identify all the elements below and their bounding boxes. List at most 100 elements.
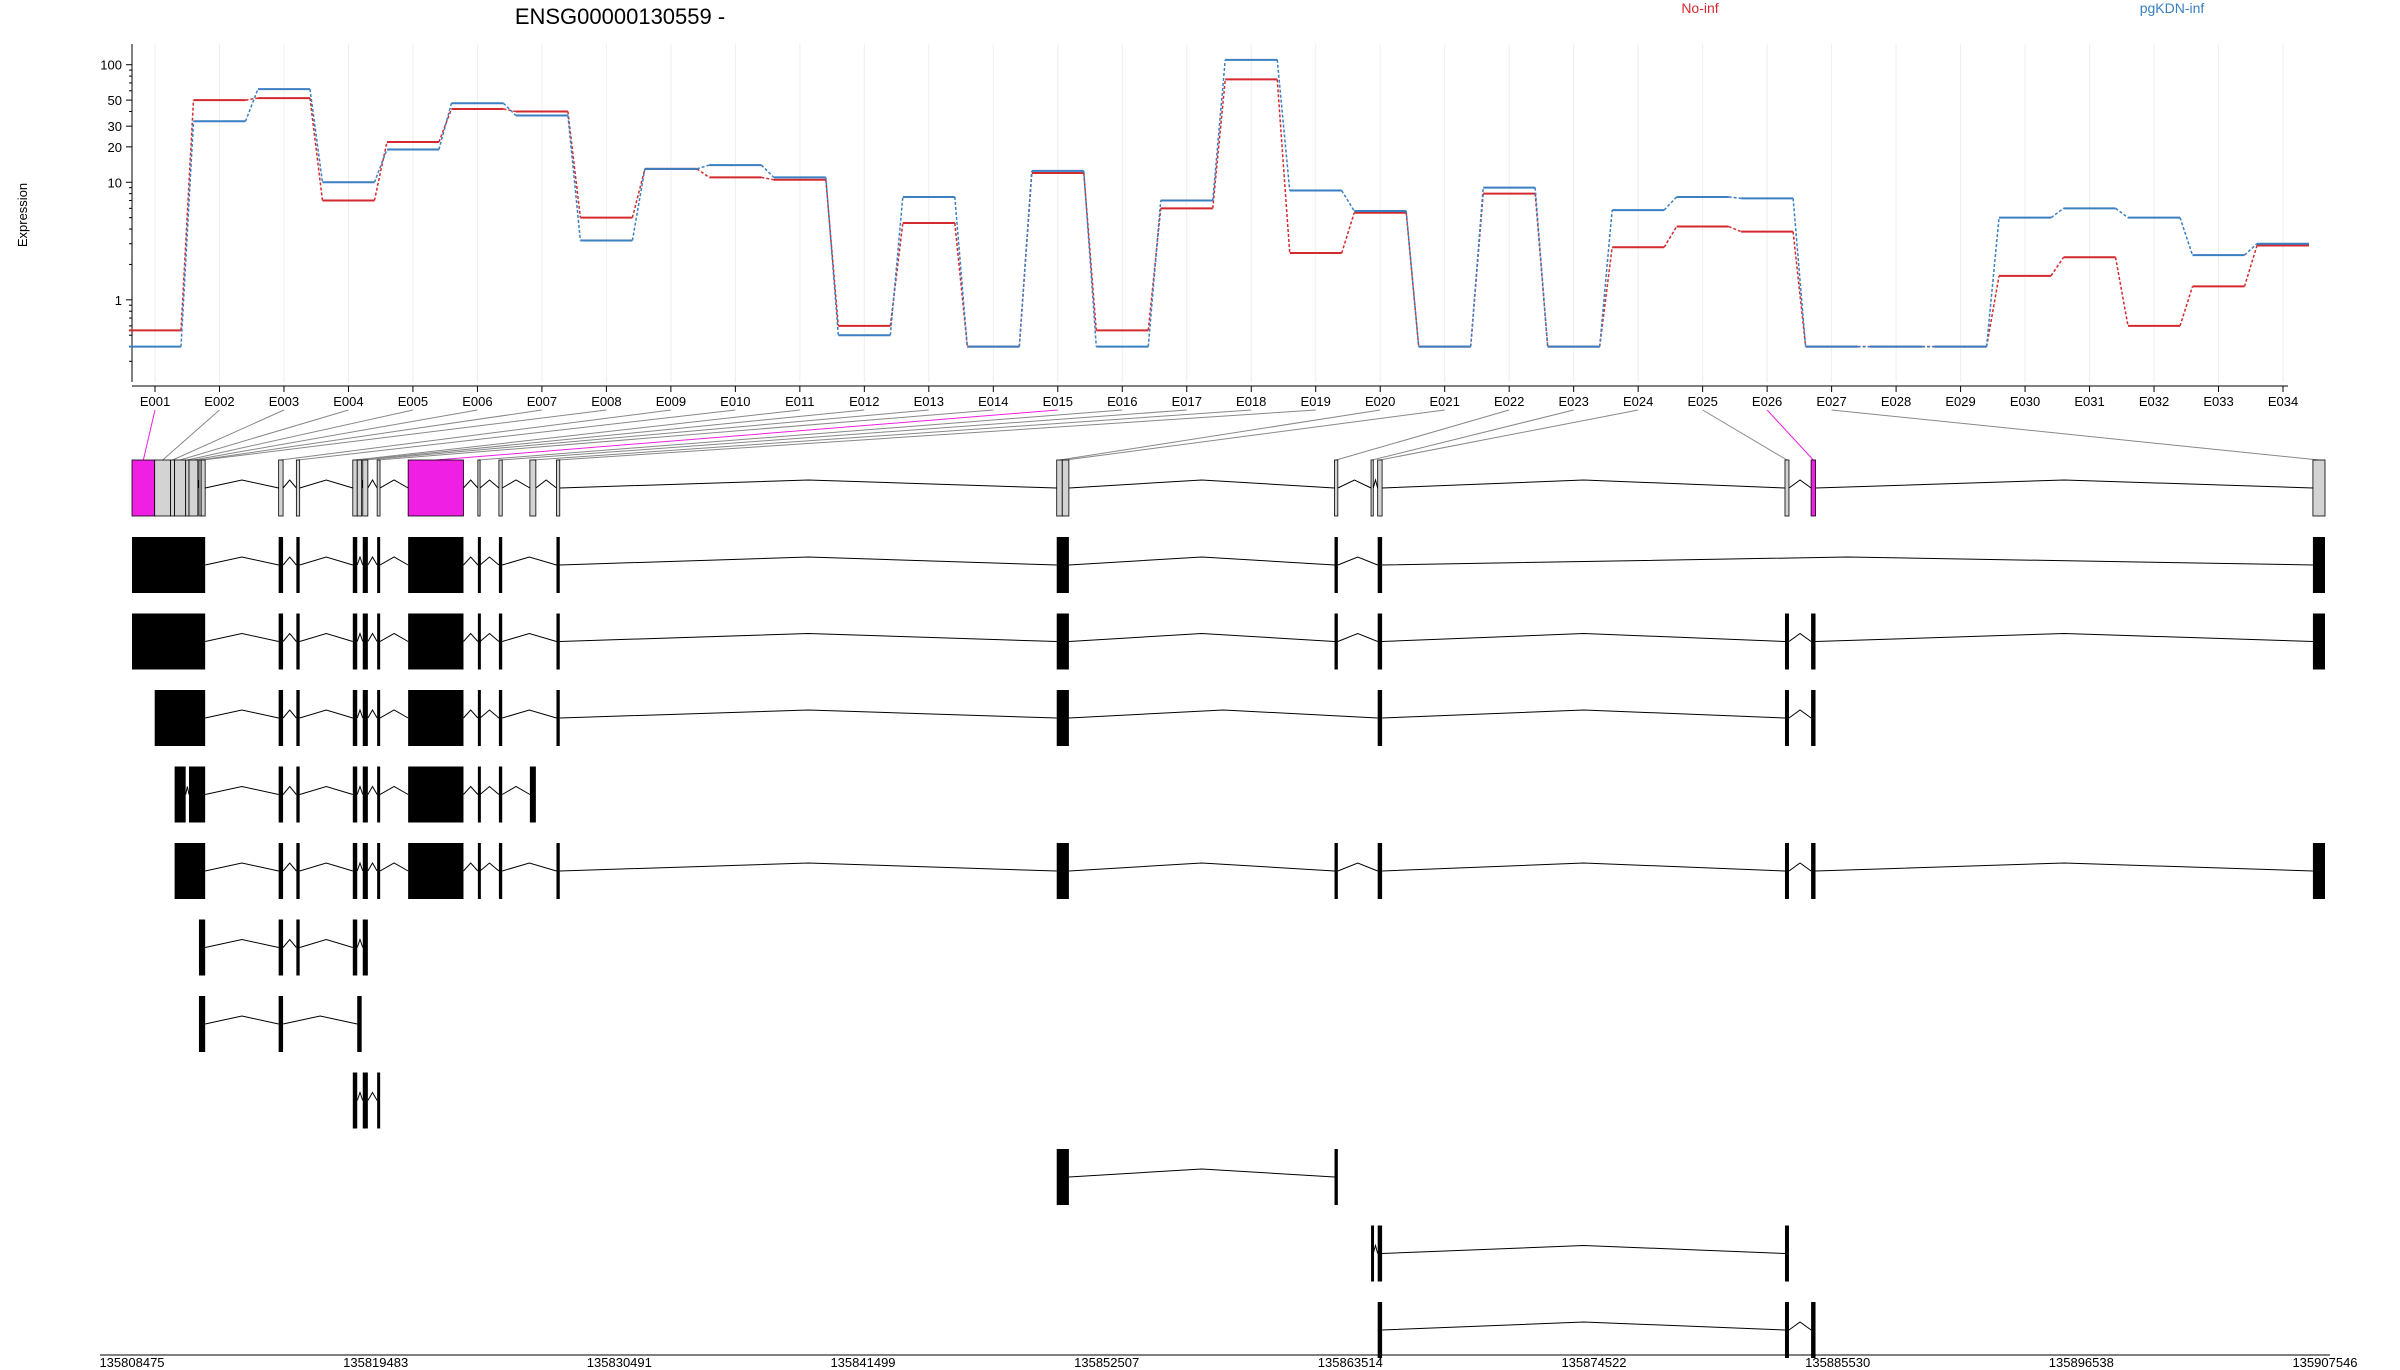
transcript-exon (352, 613, 358, 670)
series-connector (1083, 172, 1098, 331)
x-tick-label-E018: E018 (1236, 394, 1266, 409)
series-connector (1663, 196, 1678, 211)
series-connector (1147, 200, 1162, 347)
x-tick-label-E030: E030 (2010, 394, 2040, 409)
intron-line (367, 862, 378, 872)
transcript-exon (352, 537, 358, 593)
transcript-exon (477, 613, 481, 670)
transcript-exon (1377, 613, 1383, 670)
series-connector (180, 100, 195, 331)
transcript-exon (1784, 1225, 1789, 1282)
transcript-exon (278, 690, 284, 746)
series-connector (309, 89, 324, 183)
x-tick-label-E014: E014 (978, 394, 1008, 409)
transcript-exon (1811, 1302, 1816, 1358)
exon-connector-E011 (354, 409, 800, 461)
intron-line (1068, 556, 1335, 566)
genome-tick-label: 135841499 (830, 1355, 895, 1370)
series-connector (2114, 257, 2129, 327)
x-tick-label-E025: E025 (1687, 394, 1717, 409)
series-connector (1663, 226, 1678, 248)
intron-line (559, 862, 1057, 872)
intron-line (282, 556, 297, 566)
intron-line (559, 632, 1057, 642)
exon-connector-E019 (558, 409, 1316, 461)
transcript-exon (377, 613, 381, 670)
intron-line (379, 709, 409, 719)
intron-line (1382, 862, 1785, 872)
transcript-exon (1784, 613, 1789, 670)
intron-line (299, 632, 353, 642)
intron-line (1068, 479, 1335, 489)
series-connector (373, 141, 388, 201)
transcript-exon (1811, 613, 1816, 670)
exon-connector-E021 (1065, 409, 1445, 461)
exon-box-E019 (556, 459, 561, 517)
transcript-exon (352, 1072, 358, 1129)
transcript-exon (1377, 843, 1383, 899)
transcript-exon (1784, 843, 1789, 899)
intron-line (282, 479, 297, 489)
intron-line (1788, 1321, 1812, 1331)
series-connector (1212, 59, 1226, 201)
intron-line (1382, 709, 1785, 719)
exon-connector-E017 (500, 409, 1187, 461)
series-connector (1276, 59, 1291, 191)
genome-tick-label: 135885530 (1805, 1355, 1870, 1370)
intron-line (502, 632, 557, 642)
transcript-4 (174, 766, 536, 823)
legend-label-no-inf: No-inf (1681, 0, 1718, 16)
intron-line (379, 556, 409, 566)
intron-line (1815, 862, 2313, 872)
intron-line (356, 784, 364, 795)
intron-line (1815, 479, 2313, 489)
series-connector (2179, 217, 2194, 256)
series-connector (244, 88, 259, 122)
series-connector (696, 168, 710, 179)
series-connector (180, 121, 195, 347)
intron-line (463, 556, 479, 566)
exon-box-E018 (529, 459, 537, 517)
exon-connector-E014 (378, 409, 994, 461)
exon-connector-E015 (435, 409, 1058, 461)
transcript-exon (352, 690, 358, 746)
exon-box-E026 (1810, 459, 1816, 517)
exon-connector-E016 (478, 409, 1123, 461)
intron-line (1337, 632, 1378, 642)
transcript-exon (174, 766, 186, 823)
transcript-exon (362, 843, 368, 899)
exon-connector-E020 (1059, 409, 1381, 461)
exon-connector-E013 (365, 409, 929, 461)
transcript-exon (1056, 843, 1069, 899)
intron-line (379, 862, 409, 872)
exon-model (131, 459, 2326, 517)
series-connector (2050, 256, 2065, 277)
transcript-exon (477, 766, 481, 823)
exon-connector-E022 (1336, 409, 1510, 461)
series-connector (631, 168, 646, 218)
intron-line (367, 556, 378, 566)
y-tick-label: 10 (108, 175, 122, 190)
exon-box-E008 (200, 459, 206, 517)
series-connector (825, 179, 840, 326)
transcript-exon (1377, 1225, 1383, 1282)
intron-line (479, 479, 500, 489)
intron-line (205, 862, 279, 872)
series-connector (1341, 212, 1355, 254)
y-tick-label: 20 (108, 140, 122, 155)
transcript-exon (408, 843, 464, 899)
genome-tick-label: 135863514 (1318, 1355, 1383, 1370)
transcript-exon (2312, 537, 2325, 593)
transcript-11 (1377, 1302, 1816, 1358)
intron-line (559, 709, 1057, 719)
x-tick-label-E033: E033 (2203, 394, 2233, 409)
transcript-exon (1784, 690, 1789, 746)
x-tick-label-E023: E023 (1558, 394, 1588, 409)
transcript-exon (174, 843, 206, 899)
series-connector (631, 168, 646, 241)
x-tick-label-E019: E019 (1301, 394, 1331, 409)
transcript-exon (198, 996, 206, 1052)
transcript-exon (408, 766, 464, 823)
series-connector (438, 103, 453, 150)
